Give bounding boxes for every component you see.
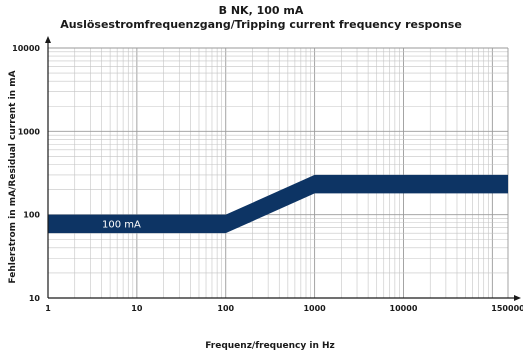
- y-tick-labels: 10 100 1000 10000: [12, 44, 40, 303]
- y-tick-label: 10: [29, 294, 41, 303]
- x-axis-label: Frequenz/frequency in Hz: [205, 341, 335, 351]
- axes: [45, 36, 521, 301]
- y-tick-label: 10000: [12, 44, 40, 53]
- x-axis-arrow: [514, 295, 521, 301]
- x-tick-label: 10: [131, 304, 143, 313]
- y-tick-label: 100: [23, 211, 40, 220]
- band-label: 100 mA: [102, 219, 141, 230]
- current-band: [48, 174, 508, 234]
- x-tick-label: 150000: [491, 304, 523, 313]
- y-tick-label: 1000: [18, 127, 41, 136]
- x-tick-label: 1: [45, 304, 51, 313]
- grid: [47, 47, 509, 299]
- x-tick-labels: 1 10 100 1000 10000 150000: [45, 304, 523, 313]
- x-tick-label: 1000: [303, 304, 326, 313]
- y-axis-arrow: [45, 36, 51, 43]
- y-axis-label: Fehlerstrom in mA/Residual current in mA: [8, 70, 18, 283]
- x-tick-label: 100: [217, 304, 234, 313]
- x-tick-label: 10000: [390, 304, 418, 313]
- band-area: [48, 174, 508, 234]
- chart-subtitle: Auslösestromfrequenzgang/Tripping curren…: [60, 18, 462, 31]
- chart-title: B NK, 100 mA: [219, 4, 304, 17]
